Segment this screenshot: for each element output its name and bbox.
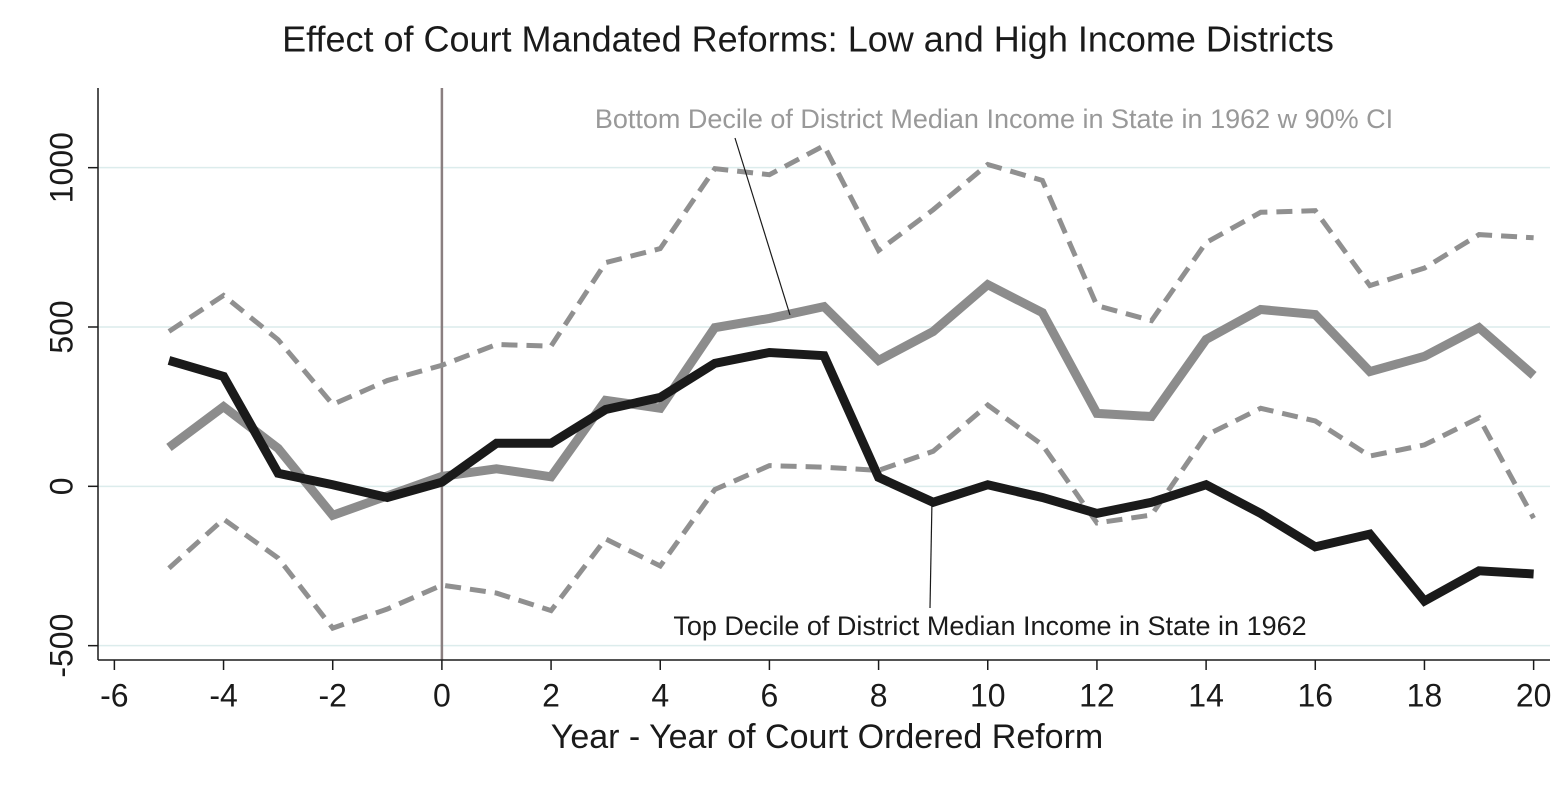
ci-line	[167, 142, 1534, 408]
x-tick-label: 20	[1516, 677, 1552, 713]
x-tick-label: 12	[1079, 677, 1115, 713]
x-tick-label: -4	[209, 677, 237, 713]
y-tick-label: 0	[43, 477, 79, 495]
x-tick-label: 14	[1188, 677, 1224, 713]
y-tick-label: -500	[43, 614, 79, 678]
x-axis-label: Year - Year of Court Ordered Reform	[551, 718, 1103, 756]
annotation-pointer	[734, 137, 791, 316]
annotation-pointer	[929, 499, 933, 609]
x-tick-label: -6	[100, 677, 128, 713]
x-tick-label: 0	[433, 677, 451, 713]
y-tick-label: 500	[43, 300, 79, 353]
x-tick-label: 18	[1407, 677, 1443, 713]
annotation: Bottom Decile of District Median Income …	[595, 104, 1393, 134]
x-tick-label: 4	[651, 677, 669, 713]
x-tick-label: 10	[970, 677, 1006, 713]
y-tick-label: 1000	[43, 132, 79, 203]
annotation: Top Decile of District Median Income in …	[673, 611, 1306, 641]
x-tick-label: 2	[542, 677, 560, 713]
chart-title: Effect of Court Mandated Reforms: Low an…	[282, 19, 1334, 60]
x-tick-label: 6	[761, 677, 779, 713]
series-line	[167, 347, 1534, 607]
x-tick-label: -2	[318, 677, 346, 713]
plot-area: -500 0 500 1000 -6 -4 -2 0 2 4 6 8 10 12 14 16 18 20	[43, 88, 1551, 713]
x-tick-label: 8	[870, 677, 888, 713]
x-tick-label: 16	[1297, 677, 1333, 713]
